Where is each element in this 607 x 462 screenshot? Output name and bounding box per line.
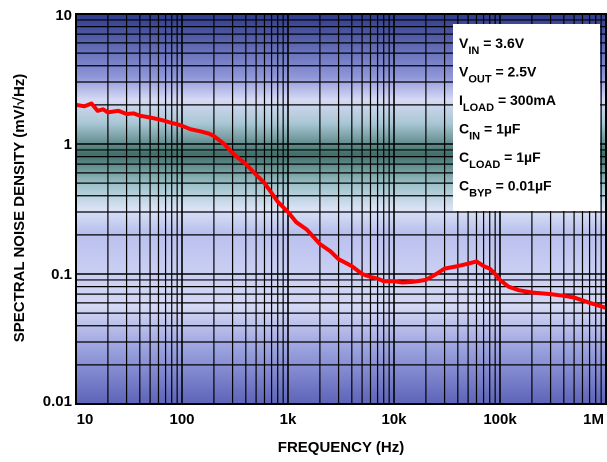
y-tick-label: 0.01 xyxy=(43,393,72,410)
y-tick-labels: 0.01 0.1 1 10 xyxy=(43,7,72,410)
x-tick-label: 100k xyxy=(483,411,517,428)
x-tick-label: 10k xyxy=(381,411,407,428)
x-tick-label: 1M xyxy=(583,411,604,428)
x-axis-title: FREQUENCY (Hz) xyxy=(278,439,404,456)
x-tick-labels: 10 100 1k 10k 100k 1M xyxy=(77,411,604,428)
y-tick-label: 0.1 xyxy=(51,266,72,283)
x-tick-label: 10 xyxy=(77,411,94,428)
y-tick-label: 10 xyxy=(55,7,72,24)
y-tick-label: 1 xyxy=(64,136,72,153)
y-axis-title: SPECTRAL NOISE DENSITY (mV/√Hz) xyxy=(11,74,28,343)
x-tick-label: 100 xyxy=(169,411,194,428)
x-tick-label: 1k xyxy=(280,411,297,428)
